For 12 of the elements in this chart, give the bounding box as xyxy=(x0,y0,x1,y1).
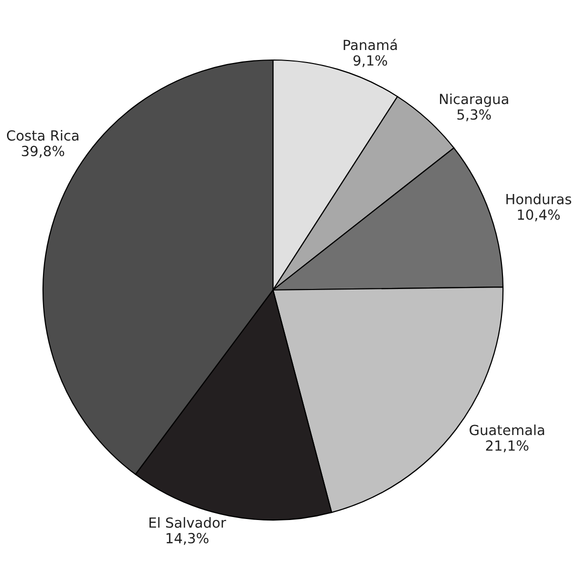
data-label: 39,8% xyxy=(22,146,64,158)
slice-label: Costa Rica xyxy=(6,130,78,141)
slice-label: Panamá xyxy=(344,38,397,50)
data-label: 10,4% xyxy=(518,209,560,222)
data-label: 21,1% xyxy=(486,440,528,452)
data-label: 14,3% xyxy=(166,532,208,545)
slice-label: Honduras xyxy=(506,194,572,204)
data-label: 5,3% xyxy=(457,109,491,122)
slice-label: Guatemala xyxy=(470,424,544,436)
data-label: 9,1% xyxy=(353,55,388,68)
slice-label: El Salvador xyxy=(149,517,226,528)
slice-label: Nicaragua xyxy=(440,93,508,107)
